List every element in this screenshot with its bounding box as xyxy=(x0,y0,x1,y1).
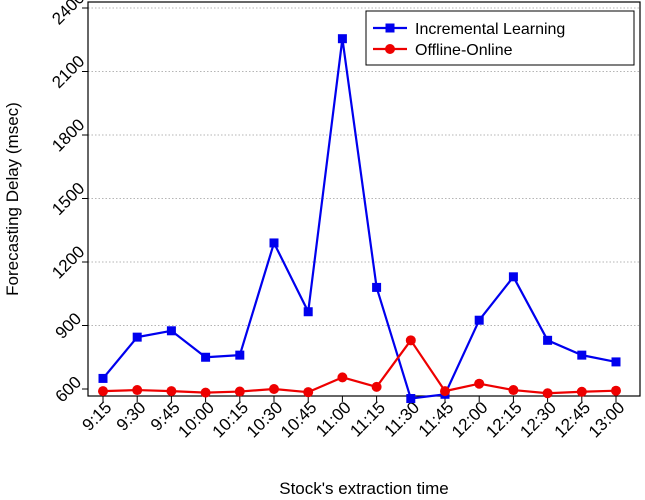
y-tick-label: 2400 xyxy=(48,0,88,28)
legend-label: Incremental Learning xyxy=(415,21,565,38)
data-point-incremental xyxy=(201,352,211,362)
x-tick-label: 10:30 xyxy=(243,398,287,442)
gridlines xyxy=(88,7,640,326)
data-point-offline-online xyxy=(166,386,177,397)
data-point-incremental xyxy=(543,335,553,345)
legend-box xyxy=(365,10,635,66)
data-point-incremental xyxy=(406,394,416,404)
data-point-incremental xyxy=(98,373,108,383)
legend: Incremental Learning Offline-Online xyxy=(365,10,635,66)
x-tick-label: 12:30 xyxy=(516,398,560,442)
data-point-incremental xyxy=(372,282,382,292)
data-point-offline-online xyxy=(405,335,416,346)
data-point-offline-online xyxy=(371,381,382,392)
x-tick-label: 12:45 xyxy=(551,398,595,442)
data-point-incremental xyxy=(508,272,518,282)
data-point-offline-online xyxy=(576,386,587,397)
x-tick-label: 11:30 xyxy=(381,398,424,441)
data-point-offline-online xyxy=(508,385,519,396)
data-point-offline-online xyxy=(200,387,211,398)
data-point-incremental xyxy=(337,34,347,44)
legend-marker-square xyxy=(385,23,395,33)
x-tick-label: 11:15 xyxy=(346,398,389,441)
data-point-offline-online xyxy=(303,387,314,398)
x-tick-label: 12:00 xyxy=(448,398,492,442)
series-layer xyxy=(98,34,621,404)
series-line-2 xyxy=(102,339,617,395)
data-point-offline-online xyxy=(234,386,245,397)
data-point-incremental xyxy=(269,238,279,248)
data-point-offline-online xyxy=(440,386,450,397)
legend-entries: Incremental Learning Offline-Online xyxy=(373,21,565,59)
x-tick-label: 13:00 xyxy=(585,398,629,442)
data-point-offline-online xyxy=(337,372,348,383)
data-point-incremental xyxy=(303,307,313,317)
x-tick-label: 9:30 xyxy=(113,398,150,435)
y-tick-label: 600 xyxy=(52,373,85,406)
data-point-offline-online xyxy=(611,385,621,396)
legend-marker-circle xyxy=(385,44,395,54)
data-point-incremental xyxy=(166,326,176,336)
data-point-incremental xyxy=(235,350,245,360)
data-point-incremental xyxy=(474,315,484,325)
legend-label: Offline-Online xyxy=(415,42,513,59)
data-point-offline-online xyxy=(474,378,485,389)
x-tick-label: 11:00 xyxy=(312,398,355,441)
series-line-1 xyxy=(102,37,617,400)
x-tick-label: 10:15 xyxy=(209,398,253,442)
data-point-incremental xyxy=(577,350,587,360)
data-point-offline-online xyxy=(269,384,279,394)
y-axis-label: Forecasting Delay (msec) xyxy=(3,102,22,296)
x-axis-label: Stock's extraction time xyxy=(279,479,449,498)
x-tick-label: 11:45 xyxy=(415,398,458,441)
x-tick-label: 12:15 xyxy=(482,398,526,442)
data-point-incremental xyxy=(132,332,142,342)
data-point-offline-online xyxy=(542,388,553,399)
y-tick-label: 900 xyxy=(52,309,85,342)
x-tick-label: 9:15 xyxy=(79,398,116,435)
data-point-incremental xyxy=(611,357,621,367)
data-point-offline-online xyxy=(132,385,143,396)
data-point-offline-online xyxy=(98,386,108,397)
x-axis-ticks: 9:159:309:4510:0010:1510:3010:4511:0011:… xyxy=(79,396,629,442)
x-tick-label: 10:00 xyxy=(174,398,218,442)
x-tick-label: 10:45 xyxy=(277,398,321,442)
